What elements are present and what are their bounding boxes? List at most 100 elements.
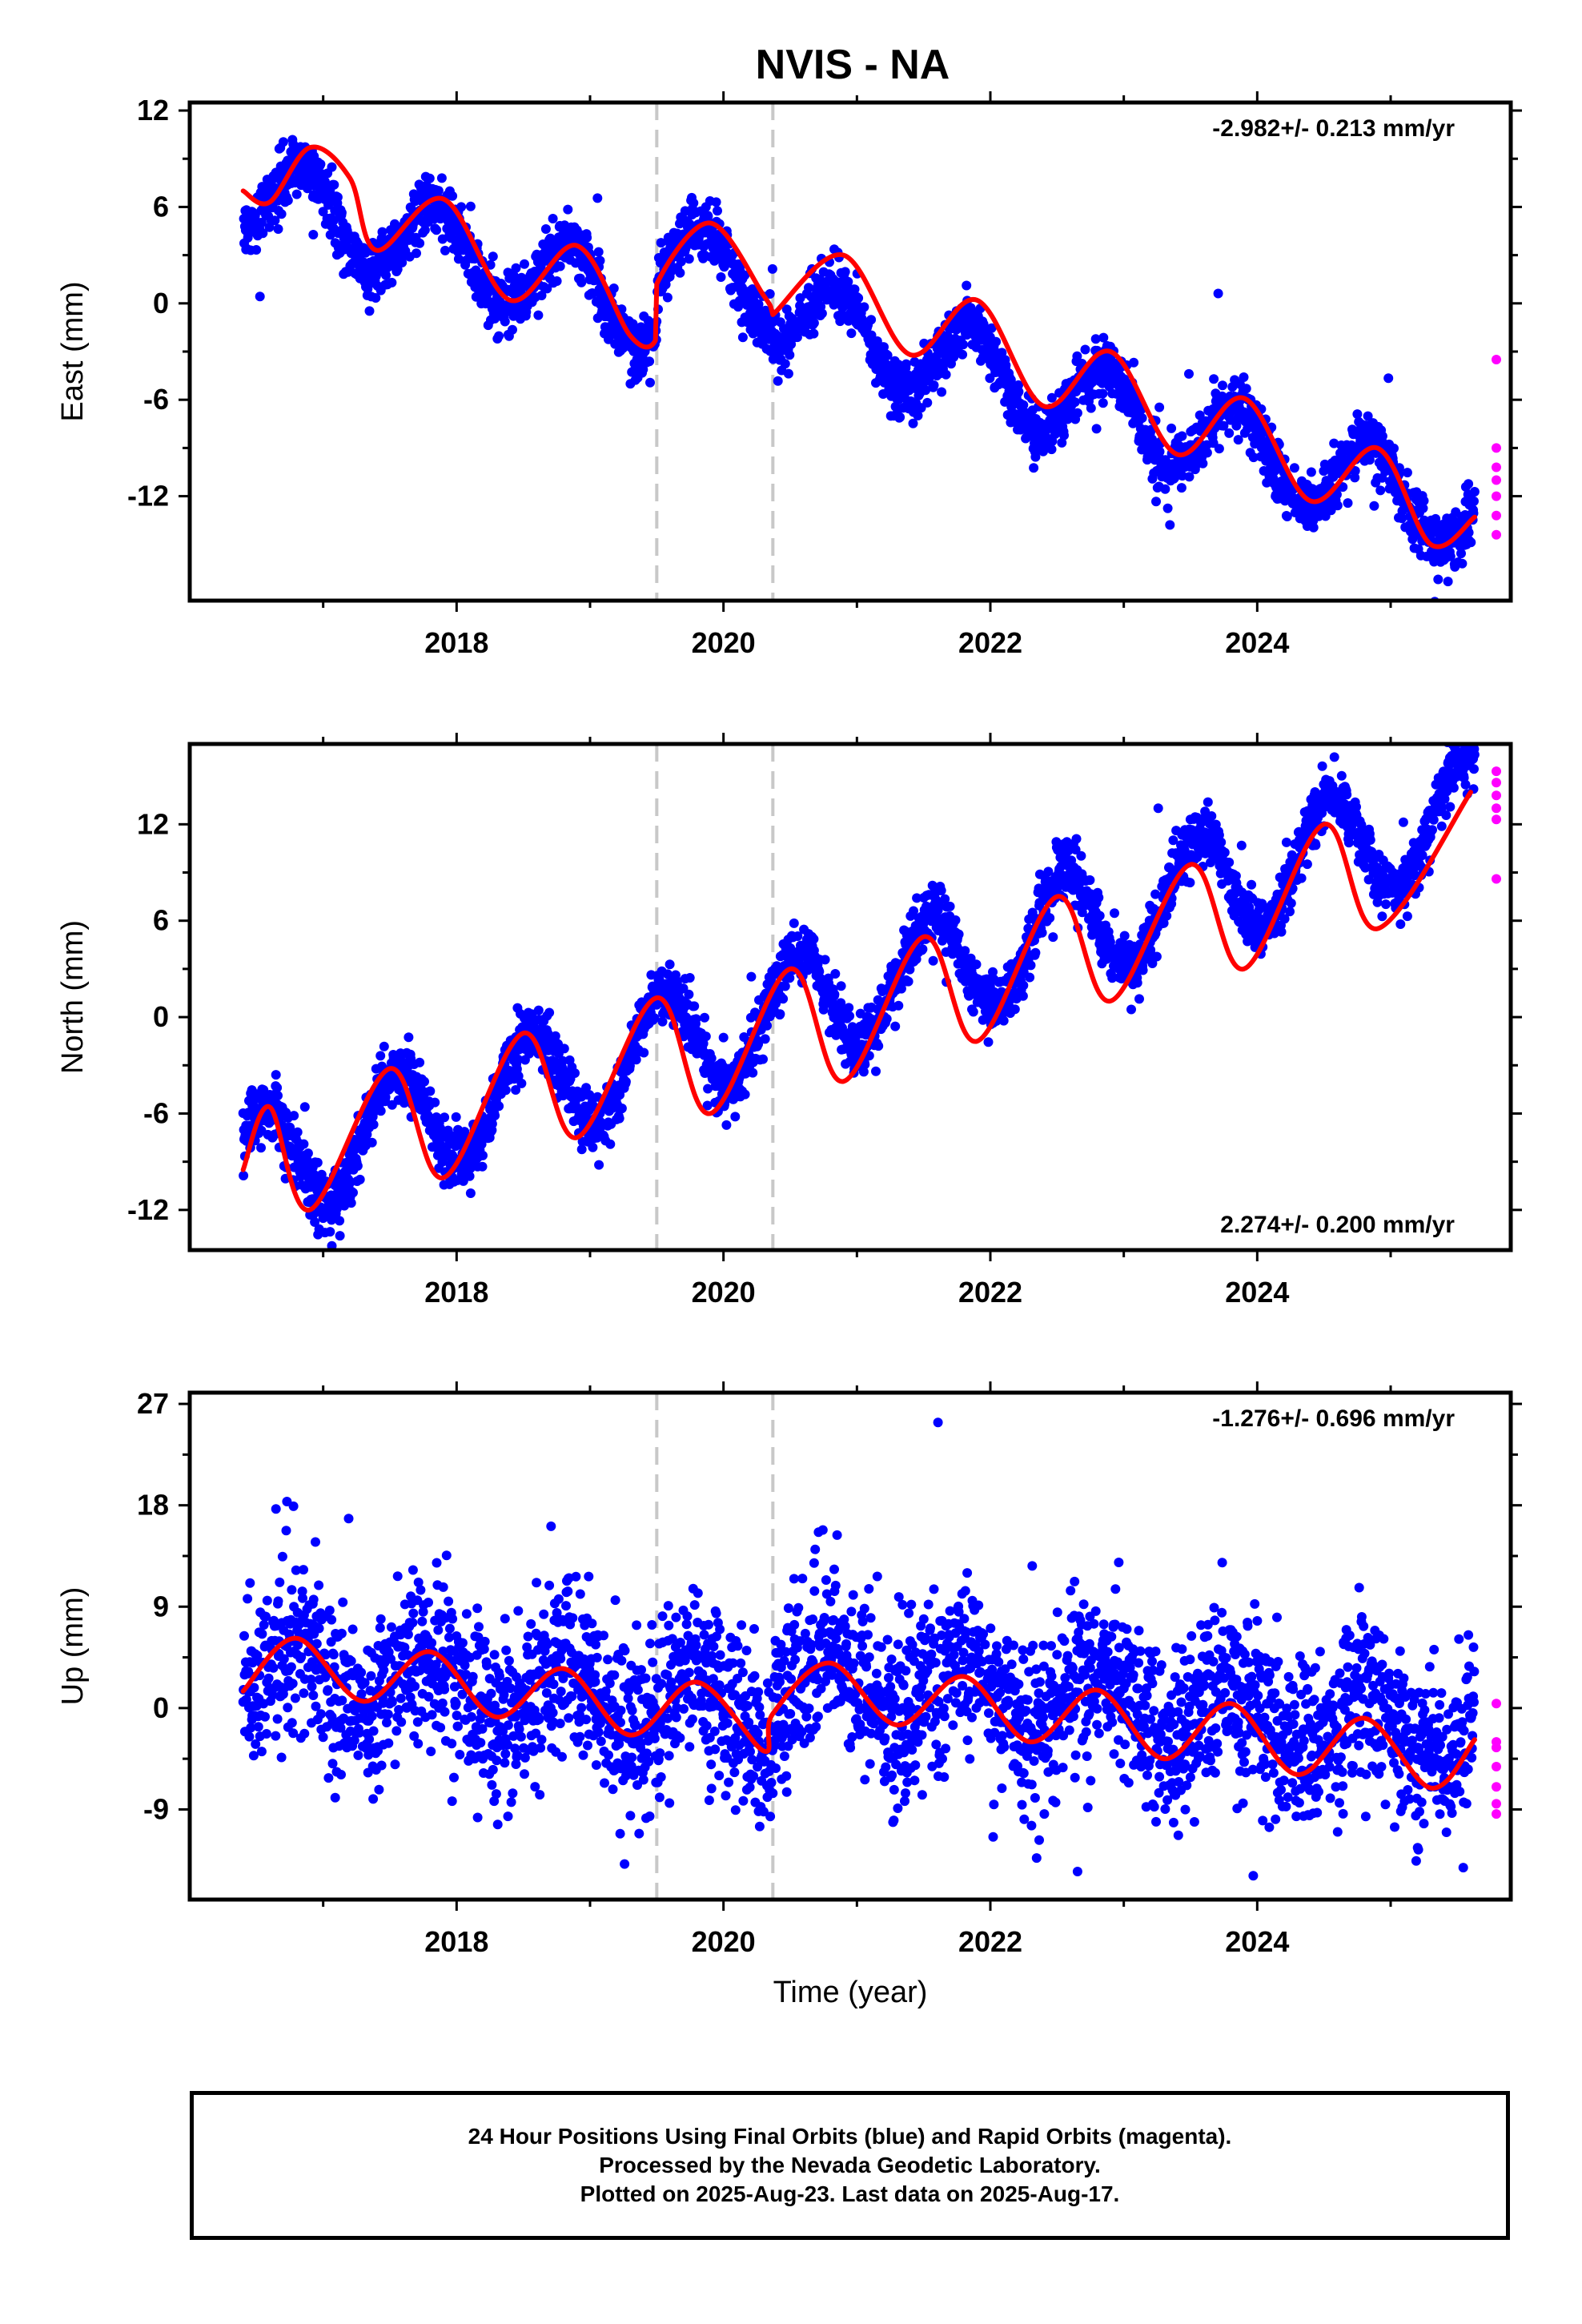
data-point	[1160, 455, 1170, 465]
data-point	[533, 310, 544, 320]
data-point	[789, 918, 799, 928]
data-point	[513, 1071, 524, 1081]
data-point	[778, 994, 789, 1004]
data-point	[1129, 357, 1139, 368]
data-point	[966, 953, 976, 963]
rapid-data-point	[1492, 462, 1501, 472]
data-point	[348, 1188, 358, 1198]
data-point	[921, 385, 931, 396]
data-point	[896, 983, 906, 994]
data-point	[487, 1119, 497, 1129]
data-point	[1030, 452, 1041, 462]
data-point	[1445, 551, 1456, 561]
data-point	[1457, 558, 1468, 569]
data-point	[958, 349, 968, 360]
y-tick-label: 12	[137, 94, 169, 127]
y-axis-label: East (mm)	[56, 281, 90, 421]
data-point	[639, 1047, 649, 1058]
data-point	[327, 1240, 337, 1250]
data-point	[316, 1169, 327, 1180]
data-point	[1154, 402, 1165, 412]
data-point	[1456, 549, 1466, 559]
data-point	[478, 1150, 488, 1160]
data-point	[903, 976, 913, 987]
data-point	[582, 232, 592, 243]
data-point	[998, 1015, 1009, 1026]
data-point	[922, 397, 933, 408]
x-tick-label: 2022	[958, 626, 1022, 659]
data-point	[662, 969, 673, 979]
rate-annotation: -2.982+/- 0.213 mm/yr	[1212, 115, 1455, 142]
data-point	[748, 1068, 758, 1078]
data-point	[289, 1111, 299, 1121]
data-point	[308, 230, 319, 239]
data-point	[1369, 501, 1379, 511]
data-point	[1086, 403, 1096, 413]
data-point	[1195, 410, 1205, 420]
data-point	[1464, 479, 1474, 489]
data-point	[792, 332, 802, 343]
data-point	[913, 411, 923, 420]
data-point	[442, 1141, 452, 1152]
data-point	[440, 1112, 450, 1123]
data-point	[786, 339, 797, 349]
data-point	[273, 224, 283, 234]
data-point	[1375, 485, 1386, 496]
data-point	[494, 1101, 504, 1112]
data-point	[336, 207, 347, 218]
data-point	[1383, 373, 1394, 384]
data-point	[548, 214, 558, 223]
data-point	[299, 1102, 310, 1112]
data-point	[465, 1188, 476, 1198]
data-point	[740, 1089, 750, 1100]
data-point	[368, 1120, 379, 1130]
data-point	[809, 318, 819, 328]
data-point	[793, 931, 803, 941]
data-point	[312, 1157, 323, 1168]
data-point	[908, 418, 918, 428]
data-point	[879, 342, 889, 352]
data-point	[379, 1041, 389, 1051]
data-point	[703, 1084, 713, 1094]
data-point	[843, 276, 853, 287]
data-point	[901, 359, 911, 369]
plot-area-east	[239, 103, 1480, 601]
data-point	[701, 1031, 711, 1042]
rapid-data-point	[1492, 491, 1501, 501]
data-point	[631, 1055, 641, 1065]
data-point	[433, 186, 444, 196]
data-point	[1213, 288, 1223, 299]
data-point	[849, 284, 860, 295]
data-point	[303, 1148, 313, 1159]
data-point	[1202, 448, 1212, 458]
data-point	[1219, 420, 1229, 431]
data-point	[721, 1120, 732, 1130]
data-point	[285, 1122, 295, 1132]
data-point	[283, 195, 293, 206]
rapid-orbit-points	[1492, 355, 1501, 540]
data-point	[783, 368, 793, 379]
data-point	[665, 959, 675, 970]
data-point	[1165, 520, 1175, 530]
data-point	[513, 1055, 524, 1064]
data-point	[934, 900, 944, 910]
data-point	[895, 412, 905, 422]
data-point	[258, 228, 268, 239]
data-point	[494, 331, 504, 341]
data-point	[1224, 428, 1235, 438]
data-point	[1162, 503, 1173, 513]
data-point	[588, 1142, 598, 1152]
data-point	[746, 971, 757, 982]
data-point	[1443, 577, 1453, 587]
data-point	[1006, 375, 1016, 385]
data-point	[1151, 497, 1161, 507]
data-point	[415, 238, 425, 248]
data-point	[1231, 420, 1242, 431]
data-point	[1331, 489, 1342, 500]
data-point	[420, 225, 430, 235]
data-point	[1338, 482, 1348, 493]
data-point	[387, 277, 397, 287]
data-point	[1080, 344, 1090, 355]
